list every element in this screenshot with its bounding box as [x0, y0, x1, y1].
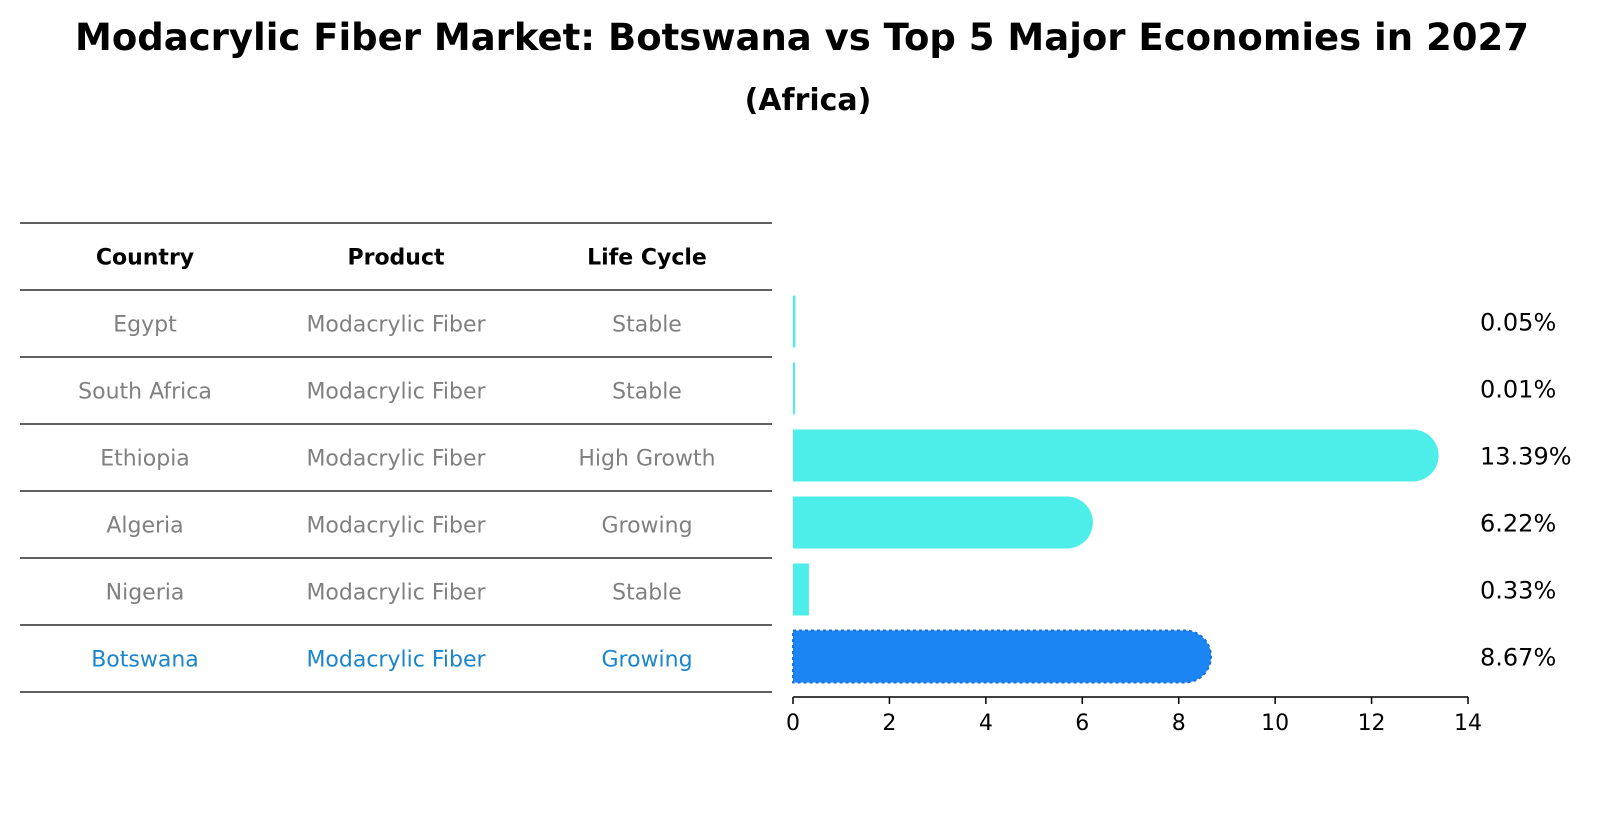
- table-cell-product: Modacrylic Fiber: [306, 581, 486, 606]
- bar-series: [792, 295, 1439, 684]
- table-cell-life-cycle: Growing: [601, 514, 692, 539]
- table-cell-country: Ethiopia: [100, 447, 190, 472]
- x-tick-label: 2: [882, 711, 896, 736]
- table-cell-product: Modacrylic Fiber: [306, 447, 486, 472]
- bar-nigeria: [793, 563, 809, 616]
- table-header-life-cycle: Life Cycle: [587, 246, 707, 271]
- chart-title: Modacrylic Fiber Market: Botswana vs Top…: [75, 16, 1529, 59]
- bar-south-africa: [793, 362, 795, 415]
- x-axis: 0 2 4 6 8 10 12 14: [786, 696, 1482, 736]
- table-cell-country: Nigeria: [106, 581, 185, 606]
- table-cell-product: Modacrylic Fiber: [306, 313, 486, 338]
- bar-botswana: [792, 629, 1213, 684]
- value-labels: 0.05% 0.01% 13.39% 6.22% 0.33% 8.67%: [1480, 309, 1572, 672]
- table-cell-life-cycle: Stable: [612, 313, 682, 338]
- x-tick-label: 14: [1454, 711, 1482, 736]
- x-tick-label: 12: [1358, 711, 1386, 736]
- table-cell-life-cycle: High Growth: [578, 447, 715, 472]
- bar-egypt: [793, 295, 796, 348]
- value-label: 0.05%: [1480, 309, 1556, 337]
- x-tick-label: 0: [786, 711, 800, 736]
- bar-ethiopia: [793, 429, 1439, 482]
- chart-subtitle: (Africa): [745, 83, 872, 118]
- table-cell-product: Modacrylic Fiber: [306, 648, 486, 673]
- x-tick-label: 6: [1075, 711, 1089, 736]
- value-label: 8.67%: [1480, 644, 1556, 672]
- table-cell-country: Egypt: [113, 313, 177, 338]
- x-tick-label: 8: [1172, 711, 1186, 736]
- data-table: Country Product Life Cycle Egypt Modacrylic …: [20, 222, 772, 693]
- table-header-country: Country: [96, 246, 194, 271]
- value-label: 0.01%: [1480, 376, 1556, 404]
- value-label: 0.33%: [1480, 577, 1556, 605]
- table-header-product: Product: [347, 246, 445, 271]
- table-cell-product: Modacrylic Fiber: [306, 514, 486, 539]
- table-cell-life-cycle: Stable: [612, 380, 682, 405]
- value-label: 6.22%: [1480, 510, 1556, 538]
- x-tick-label: 10: [1261, 711, 1289, 736]
- bar-algeria: [793, 496, 1093, 549]
- table-cell-country: Algeria: [106, 514, 183, 539]
- table-cell-country: South Africa: [78, 380, 212, 405]
- table-cell-life-cycle: Growing: [601, 648, 692, 673]
- value-label: 13.39%: [1480, 443, 1572, 471]
- x-tick-label: 4: [979, 711, 993, 736]
- table-cell-life-cycle: Stable: [612, 581, 682, 606]
- table-cell-product: Modacrylic Fiber: [306, 380, 486, 405]
- table-cell-country: Botswana: [91, 648, 199, 673]
